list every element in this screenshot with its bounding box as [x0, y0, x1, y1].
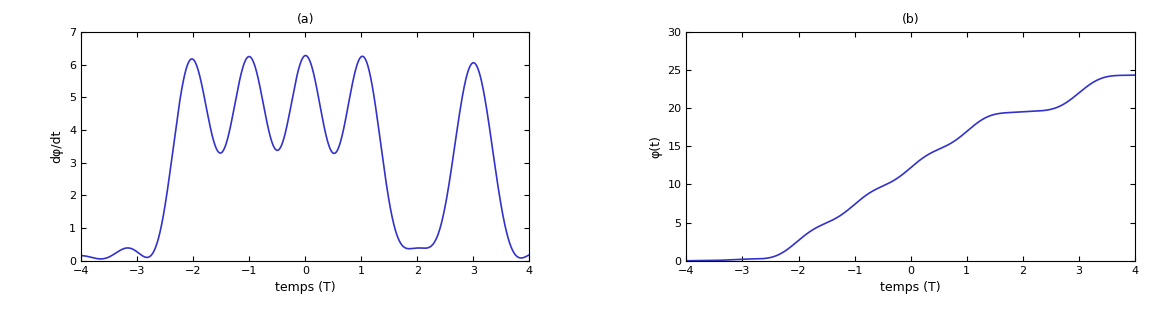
Title: (a): (a) — [296, 13, 314, 26]
X-axis label: temps (T): temps (T) — [880, 281, 941, 294]
Title: (b): (b) — [902, 13, 919, 26]
X-axis label: temps (T): temps (T) — [274, 281, 336, 294]
Y-axis label: dφ/dt: dφ/dt — [51, 130, 64, 163]
Y-axis label: φ(t): φ(t) — [648, 135, 662, 158]
